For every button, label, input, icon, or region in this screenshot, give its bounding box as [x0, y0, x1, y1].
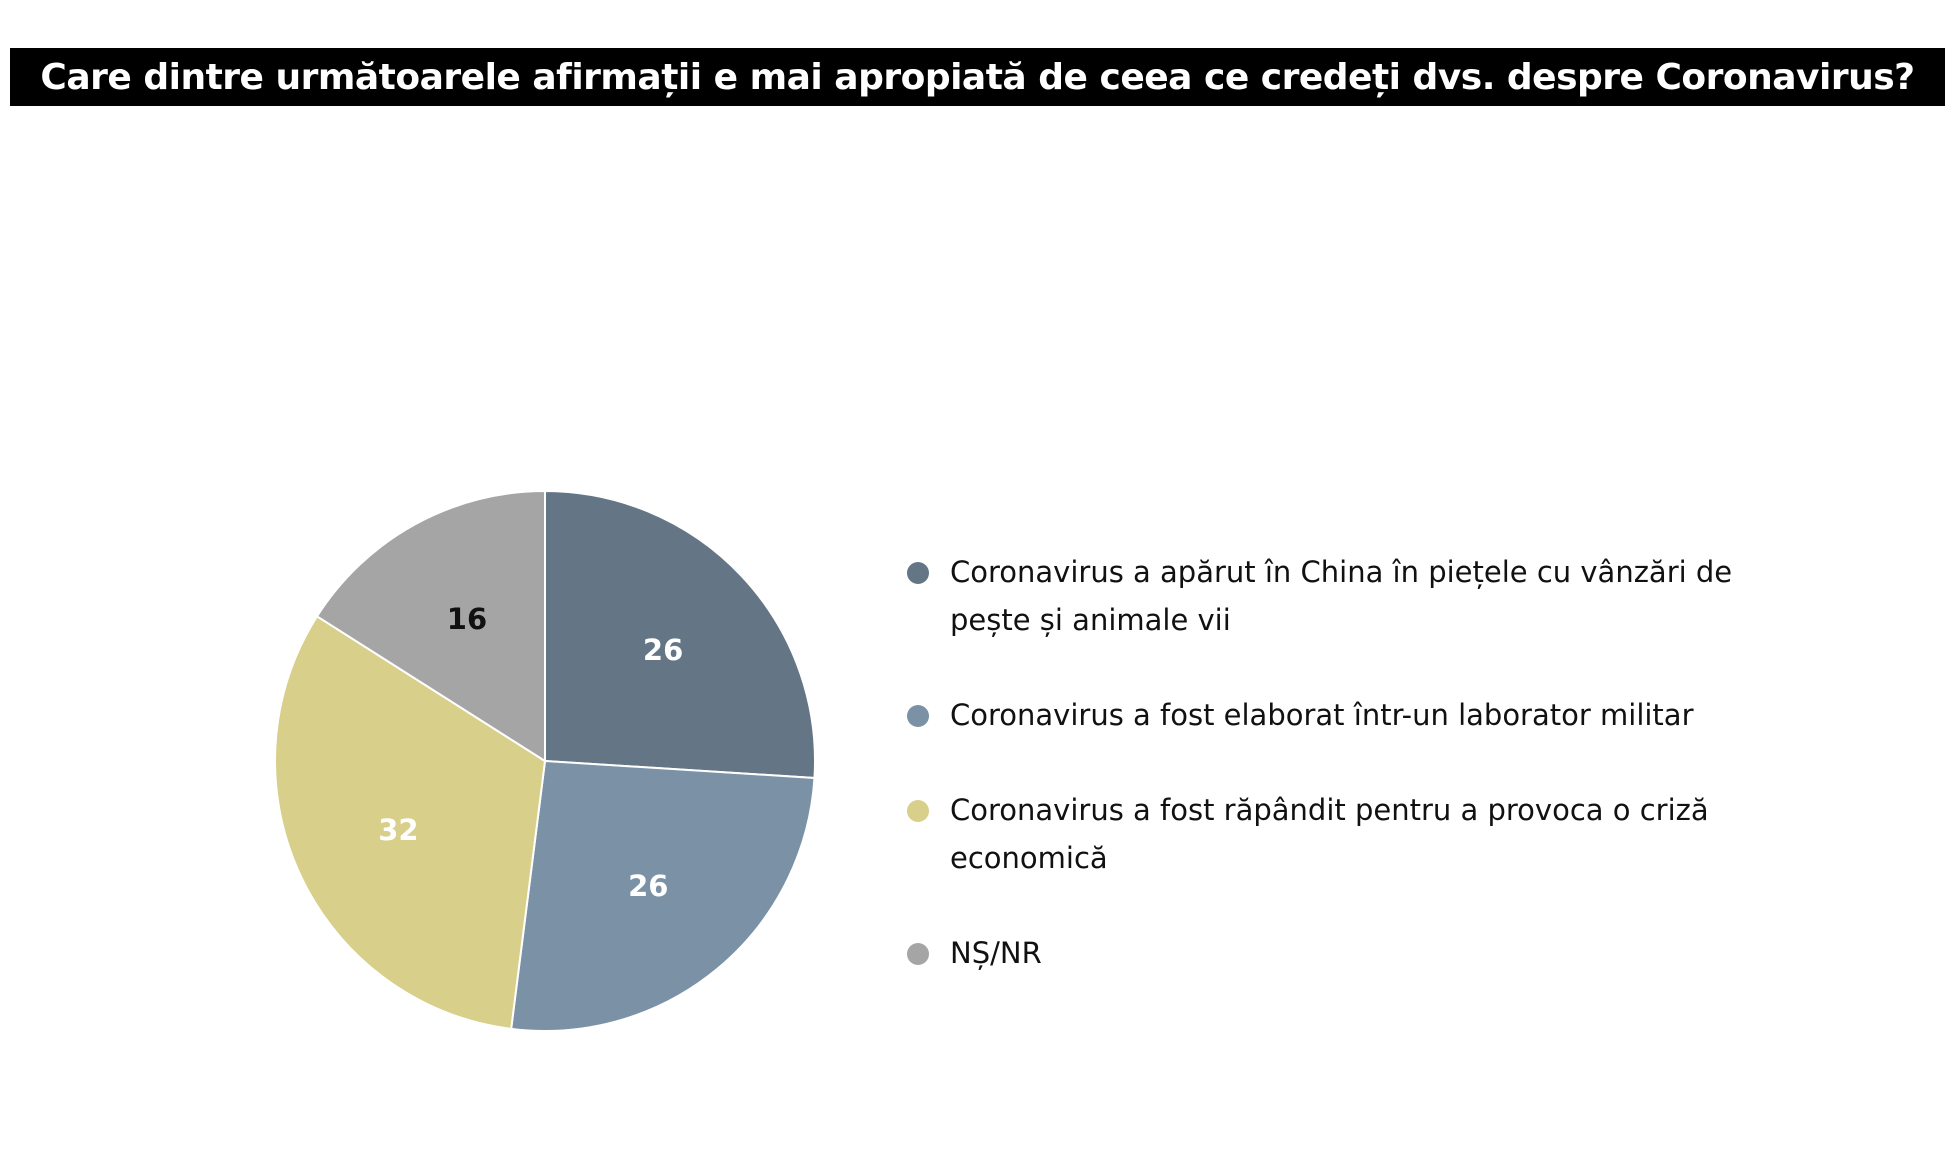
legend-label-2: Coronavirus a fost elaborat într-un labo…	[950, 698, 1694, 732]
legend-swatch-1	[907, 562, 929, 584]
legend-swatch-3	[907, 800, 929, 822]
legend: Coronavirus a apărut în China în piețele…	[905, 548, 1785, 1024]
slice-value-label-4: 16	[447, 602, 487, 636]
pie-slice-2	[510, 759, 816, 1032]
chart-title: Care dintre următoarele afirmații e mai …	[40, 56, 1915, 98]
pie-slice-4	[315, 489, 546, 763]
legend-item-3: Coronavirus a fost răpândit pentru a pro…	[905, 786, 1785, 882]
legend-label-1: Coronavirus a apărut în China în piețele…	[950, 555, 1733, 637]
legend-item-1: Coronavirus a apărut în China în piețele…	[905, 548, 1785, 644]
legend-swatch-2	[907, 705, 929, 727]
pie-slice-1	[544, 489, 816, 780]
legend-label-3: Coronavirus a fost răpândit pentru a pro…	[950, 793, 1709, 875]
pie-slice-3	[274, 614, 547, 1030]
slice-value-label-3: 32	[378, 813, 418, 847]
title-bar: Care dintre următoarele afirmații e mai …	[10, 48, 1945, 106]
slice-value-label-2: 26	[628, 869, 668, 903]
legend-swatch-4	[907, 943, 929, 965]
legend-item-4: NȘ/NR	[905, 929, 1785, 977]
legend-item-2: Coronavirus a fost elaborat într-un labo…	[905, 691, 1785, 739]
legend-label-4: NȘ/NR	[950, 936, 1042, 970]
slice-value-label-1: 26	[643, 633, 683, 667]
